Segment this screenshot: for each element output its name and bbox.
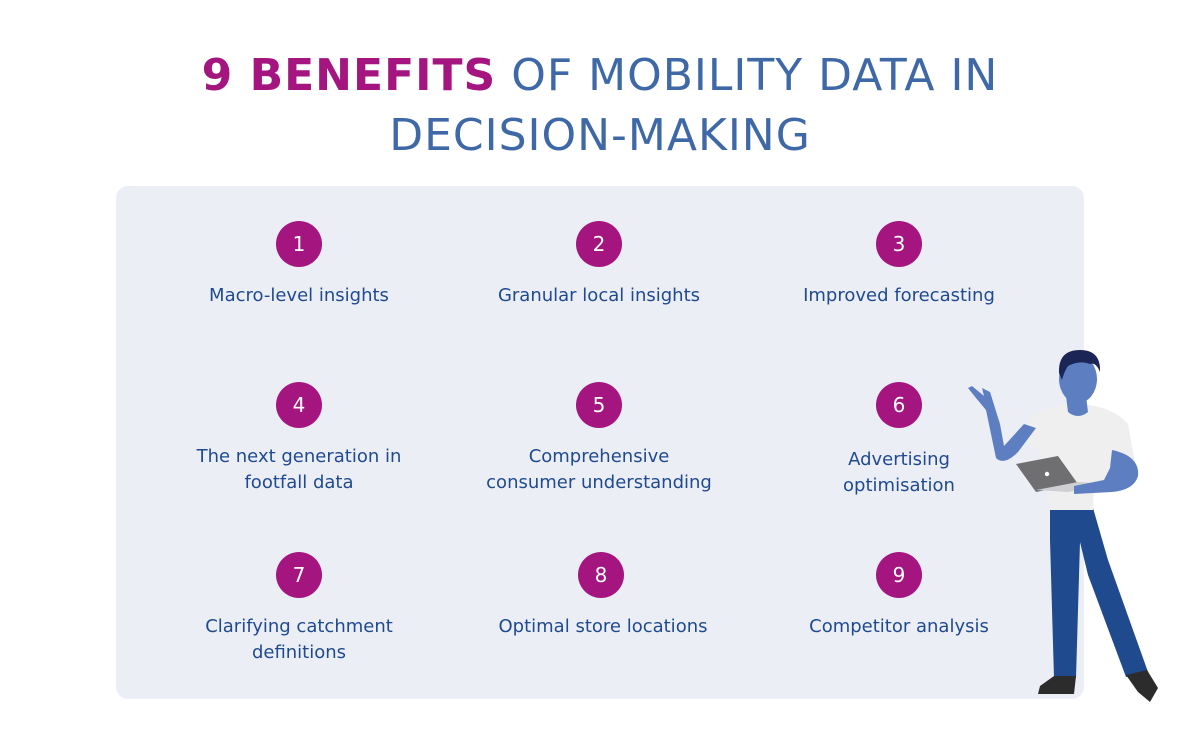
benefit-label: Optimal store locations bbox=[453, 614, 753, 640]
benefit-item-9: 9 Competitor analysis bbox=[749, 552, 1049, 640]
number-badge: 4 bbox=[276, 382, 322, 428]
number-badge: 9 bbox=[876, 552, 922, 598]
number-badge: 7 bbox=[276, 552, 322, 598]
number-badge: 3 bbox=[876, 221, 922, 267]
benefit-label: Macro-level insights bbox=[149, 283, 449, 309]
benefit-item-3: 3 Improved forecasting bbox=[749, 221, 1049, 309]
benefit-item-8: 8 Optimal store locations bbox=[453, 552, 753, 640]
benefit-label-line: The next generation in bbox=[196, 446, 402, 467]
page-title: 9 BENEFITS OF MOBILITY DATA IN DECISION-… bbox=[0, 46, 1200, 166]
benefit-label-line: footfall data bbox=[244, 472, 354, 493]
benefit-label: Competitor analysis bbox=[749, 614, 1049, 640]
benefit-label: Clarifying catchment definitions bbox=[149, 614, 449, 666]
benefit-label: The next generation in footfall data bbox=[149, 444, 449, 496]
benefit-label-line: Comprehensive bbox=[528, 446, 670, 467]
benefit-label-line: Advertising bbox=[848, 449, 950, 470]
title-line-2: DECISION-MAKING bbox=[389, 110, 811, 161]
benefit-label-line: consumer understanding bbox=[486, 472, 712, 493]
benefit-item-5: 5 Comprehensive consumer understanding bbox=[449, 382, 749, 496]
number-badge: 2 bbox=[576, 221, 622, 267]
number-badge: 1 bbox=[276, 221, 322, 267]
benefit-item-7: 7 Clarifying catchment definitions bbox=[149, 552, 449, 666]
benefit-item-2: 2 Granular local insights bbox=[449, 221, 749, 309]
benefit-label-line: Clarifying catchment bbox=[205, 616, 393, 637]
benefit-label: Improved forecasting bbox=[749, 283, 1049, 309]
benefit-label-line: Improved forecasting bbox=[803, 285, 995, 306]
benefits-panel: 1 Macro-level insights 2 Granular local … bbox=[116, 186, 1084, 699]
benefit-item-6: 6 Advertising optimisation bbox=[749, 382, 1049, 499]
number-badge: 5 bbox=[576, 382, 622, 428]
benefit-label: Granular local insights bbox=[449, 283, 749, 309]
benefit-label: Advertising optimisation bbox=[749, 447, 1049, 499]
benefit-label: Comprehensive consumer understanding bbox=[449, 444, 749, 496]
benefit-label-line: Optimal store locations bbox=[498, 616, 708, 637]
number-badge: 8 bbox=[578, 552, 624, 598]
benefit-label-line: Competitor analysis bbox=[809, 616, 989, 637]
benefit-label-line: Macro-level insights bbox=[209, 285, 389, 306]
title-accent: 9 BENEFITS bbox=[201, 50, 497, 101]
title-line-1: 9 BENEFITS OF MOBILITY DATA IN bbox=[0, 46, 1200, 106]
number-badge: 6 bbox=[876, 382, 922, 428]
benefit-label-line: definitions bbox=[251, 642, 347, 663]
person-with-laptop-icon bbox=[968, 350, 1158, 702]
benefit-item-1: 1 Macro-level insights bbox=[149, 221, 449, 309]
title-rest: OF MOBILITY DATA IN bbox=[496, 50, 999, 101]
benefit-label-line: optimisation bbox=[843, 475, 955, 496]
benefit-item-4: 4 The next generation in footfall data bbox=[149, 382, 449, 496]
benefit-label-line: Granular local insights bbox=[497, 285, 701, 306]
